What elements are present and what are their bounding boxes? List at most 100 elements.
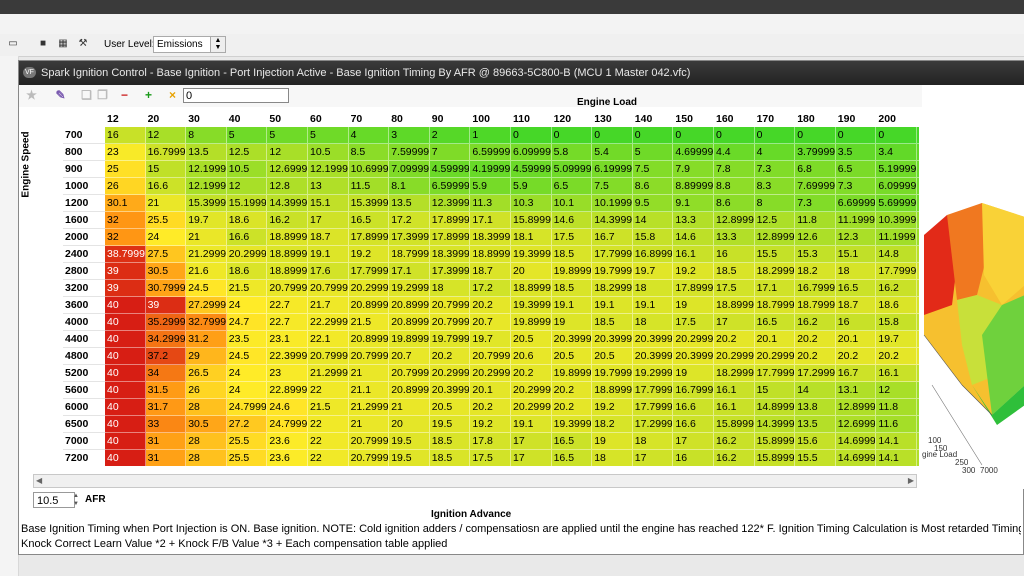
table-cell[interactable]: 10.8999 (917, 382, 919, 399)
table-cell[interactable]: 21 (348, 365, 390, 382)
table-cell[interactable]: 14 (795, 382, 836, 399)
table-cell[interactable]: 20.7999 (308, 348, 349, 365)
paint-icon[interactable]: ✎ (55, 88, 66, 102)
table-cell[interactable]: 20.2999 (429, 365, 471, 382)
table-cell[interactable]: 18.1 (511, 229, 552, 246)
table-cell[interactable]: 21 (186, 229, 227, 246)
table-cell[interactable]: 40 (105, 297, 146, 314)
table-cell[interactable]: 20.3999 (592, 331, 633, 348)
table-cell[interactable]: 18.2 (917, 297, 919, 314)
table-cell[interactable]: 19.5 (389, 450, 430, 466)
table-cell[interactable]: 21 (348, 416, 390, 433)
table-cell[interactable]: 12 (876, 382, 917, 399)
table-cell[interactable]: 27.2 (226, 416, 268, 433)
table-cell[interactable]: 32.7999 (186, 314, 227, 331)
row-header[interactable]: 2800 (63, 263, 105, 280)
table-cell[interactable]: 18 (835, 263, 877, 280)
table-cell[interactable]: 23.6 (267, 450, 308, 466)
table-cell[interactable]: 18 (429, 280, 471, 297)
table-cell[interactable]: 6.69999 (835, 195, 877, 212)
table-cell[interactable]: 20.2999 (754, 348, 796, 365)
table-cell[interactable]: 18.8999 (470, 246, 511, 263)
table-cell[interactable]: 19.7999 (592, 263, 633, 280)
table-cell[interactable]: 19.3999 (917, 331, 919, 348)
table-cell[interactable]: 5.9 (511, 178, 552, 195)
user-level-select[interactable]: Emissions (153, 36, 214, 53)
table-cell[interactable]: 39 (145, 297, 187, 314)
table-cell[interactable]: 0 (917, 127, 919, 144)
table-cell[interactable]: 18.2999 (754, 263, 796, 280)
user-level-spinner[interactable]: ▲ ▼ (210, 36, 226, 53)
table-cell[interactable]: 10.3999 (917, 416, 919, 433)
table-cell[interactable]: 14.3999 (754, 416, 796, 433)
table-cell[interactable]: 24.5 (226, 348, 268, 365)
table-cell[interactable]: 20 (917, 348, 919, 365)
table-cell[interactable]: 16.2 (714, 450, 755, 466)
row-header[interactable]: 1000 (63, 178, 105, 195)
table-cell[interactable]: 5 (632, 144, 674, 161)
table-cell[interactable]: 17.2 (470, 280, 511, 297)
table-cell[interactable]: 16.1 (714, 382, 755, 399)
table-cell[interactable]: 16 (673, 450, 714, 466)
table-cell[interactable]: 19.8999 (551, 365, 593, 382)
table-cell[interactable]: 18.8999 (267, 263, 308, 280)
table-cell[interactable]: 7.9 (673, 161, 714, 178)
table-cell[interactable]: 17 (673, 433, 714, 450)
table-cell[interactable]: 18.2 (795, 263, 836, 280)
row-header[interactable]: 2000 (63, 229, 105, 246)
table-cell[interactable]: 19.1 (308, 246, 349, 263)
table-cell[interactable]: 20.2999 (348, 280, 390, 297)
table-cell[interactable]: 30.5 (145, 263, 187, 280)
row-header[interactable]: 700 (63, 127, 105, 144)
table-cell[interactable]: 17 (632, 450, 674, 466)
table-cell[interactable]: 15.3999 (348, 195, 390, 212)
table-cell[interactable]: 20.3999 (429, 382, 471, 399)
table-cell[interactable]: 6.19999 (592, 161, 633, 178)
table-cell[interactable]: 24.6 (267, 399, 308, 416)
table-cell[interactable]: 7.8 (714, 161, 755, 178)
table-cell[interactable]: 16.1 (876, 365, 917, 382)
table-cell[interactable]: 17.3999 (389, 229, 430, 246)
table-cell[interactable]: 13.1999 (917, 450, 919, 466)
table-cell[interactable]: 26.5 (186, 365, 227, 382)
table-cell[interactable]: 16.6 (145, 178, 187, 195)
table-cell[interactable]: 14.1999 (917, 246, 919, 263)
table-cell[interactable]: 10.1999 (592, 195, 633, 212)
table-cell[interactable]: 17.5 (551, 229, 593, 246)
table-cell[interactable]: 24 (226, 297, 268, 314)
table-cell[interactable]: 40 (105, 365, 146, 382)
table-cell[interactable]: 17.1 (470, 212, 511, 229)
table-cell[interactable]: 34 (145, 365, 187, 382)
table-cell[interactable]: 11.8 (876, 399, 917, 416)
table-cell[interactable]: 19 (673, 297, 714, 314)
table-cell[interactable]: 12.5 (754, 212, 796, 229)
table-cell[interactable]: 40 (105, 331, 146, 348)
table-cell[interactable]: 20.8999 (389, 297, 430, 314)
table-cell[interactable]: 19.7 (876, 331, 917, 348)
table-cell[interactable]: 18.8999 (511, 280, 552, 297)
table-cell[interactable]: 19.2 (348, 246, 390, 263)
table-cell[interactable]: 12.3999 (429, 195, 471, 212)
table-cell[interactable]: 16.2 (267, 212, 308, 229)
table-cell[interactable]: 5 (308, 127, 349, 144)
table-cell[interactable]: 5 (267, 127, 308, 144)
horizontal-scrollbar[interactable]: ◀ ▶ (33, 474, 917, 488)
table-cell[interactable]: 5.69999 (876, 195, 917, 212)
table-cell[interactable]: 18.5 (429, 450, 471, 466)
table-cell[interactable]: 16.6 (673, 399, 714, 416)
table-cell[interactable]: 20.3999 (632, 331, 674, 348)
table-cell[interactable]: 16.1 (917, 280, 919, 297)
table-cell[interactable]: 20 (389, 416, 430, 433)
table-cell[interactable]: 20.7999 (429, 314, 471, 331)
table-cell[interactable]: 15.6 (917, 314, 919, 331)
table-cell[interactable]: 15.1 (835, 246, 877, 263)
table-cell[interactable]: 0 (714, 127, 755, 144)
table-cell[interactable]: 0 (835, 127, 877, 144)
table-cell[interactable]: 6.5 (835, 161, 877, 178)
table-cell[interactable]: 18.7 (835, 297, 877, 314)
table-cell[interactable]: 6.8 (795, 161, 836, 178)
row-header[interactable]: 7200 (63, 450, 105, 466)
row-header[interactable]: 3200 (63, 280, 105, 297)
table-cell[interactable]: 26 (186, 382, 227, 399)
table-cell[interactable]: 15.8999 (511, 212, 552, 229)
